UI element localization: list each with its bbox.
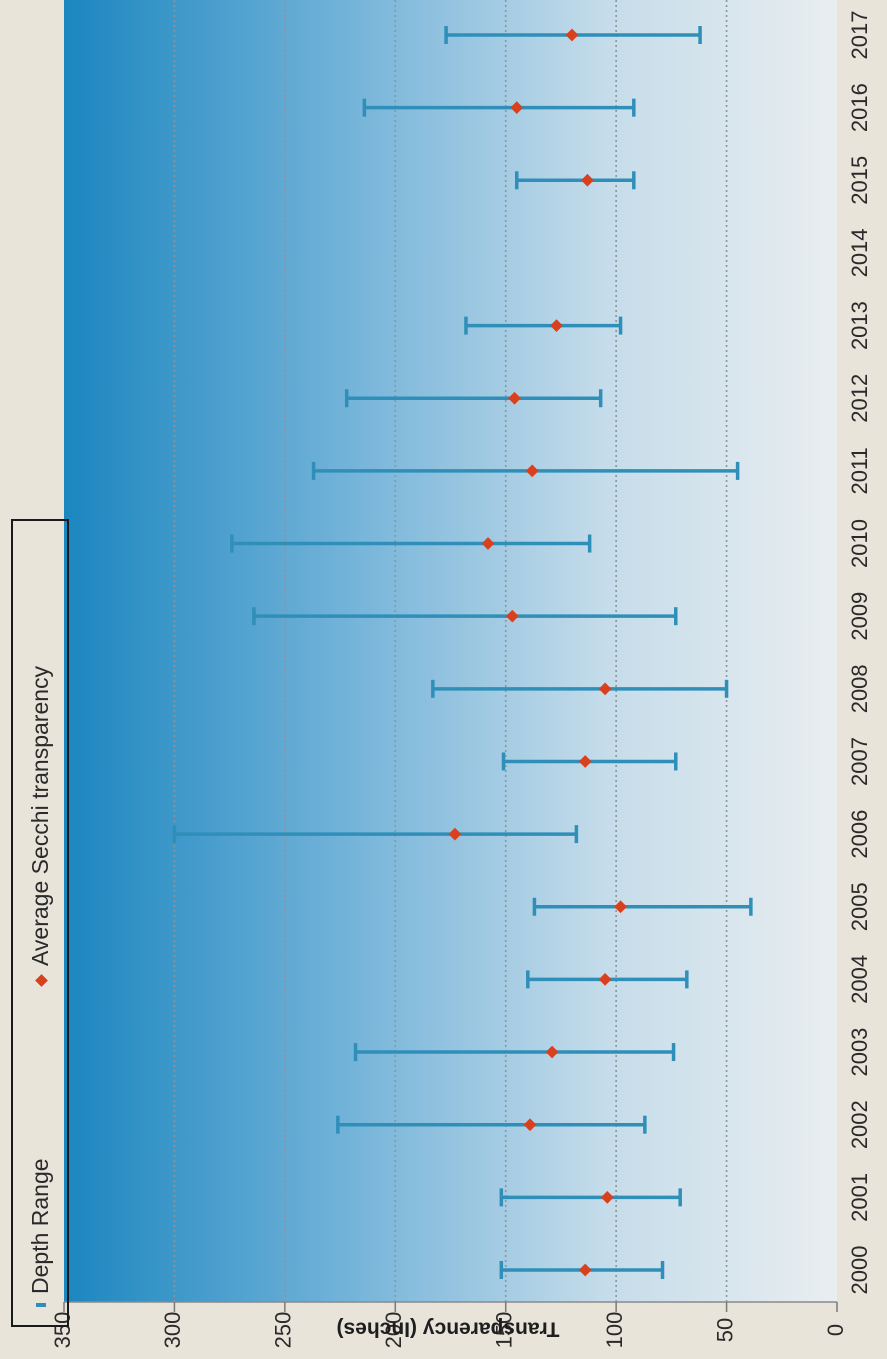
category-tick-label: 2006 — [847, 810, 872, 859]
category-tick-label: 2011 — [847, 447, 872, 494]
legend: Depth Range Average Secchi transparency — [12, 520, 68, 1326]
category-tick-label: 2004 — [847, 955, 872, 1004]
value-tick-label: 350 — [50, 1312, 75, 1349]
category-tick-label: 2005 — [847, 882, 872, 931]
category-tick-label: 2009 — [847, 592, 872, 641]
plot-background — [64, 0, 837, 1302]
category-tick-label: 2002 — [847, 1100, 872, 1149]
category-tick-label: 2016 — [847, 83, 872, 132]
category-tick-label: 2007 — [847, 737, 872, 786]
category-axis-ticks: 2000 2001 2002 2003 2004 2005 2006 2007 2008 2009… — [847, 11, 872, 1295]
category-tick-label: 2012 — [847, 374, 872, 423]
category-tick-label: 2008 — [847, 664, 872, 713]
category-tick-label: 2010 — [847, 519, 872, 568]
category-tick-label: 2015 — [847, 156, 872, 205]
category-tick-label: 2017 — [847, 11, 872, 60]
value-tick-label: 100 — [602, 1312, 627, 1349]
value-tick-label: 300 — [160, 1312, 185, 1349]
category-tick-label: 2014 — [847, 228, 872, 277]
category-tick-label: 2003 — [847, 1028, 872, 1077]
legend-marker-average-secchi — [35, 974, 48, 987]
category-tick-label: 2000 — [847, 1246, 872, 1295]
legend-label-average-secchi: Average Secchi transparency — [27, 665, 53, 966]
y-axis-title: Transparency (Inches) — [337, 1317, 560, 1340]
value-tick-label: 50 — [712, 1318, 737, 1342]
legend-marker-depth-range — [36, 1303, 46, 1307]
category-tick-label: 2001 — [847, 1173, 872, 1222]
legend-label-depth-range: Depth Range — [27, 1158, 53, 1294]
category-tick-label: 2013 — [847, 301, 872, 350]
value-tick-label: 0 — [823, 1324, 848, 1336]
value-tick-label: 250 — [271, 1312, 296, 1349]
